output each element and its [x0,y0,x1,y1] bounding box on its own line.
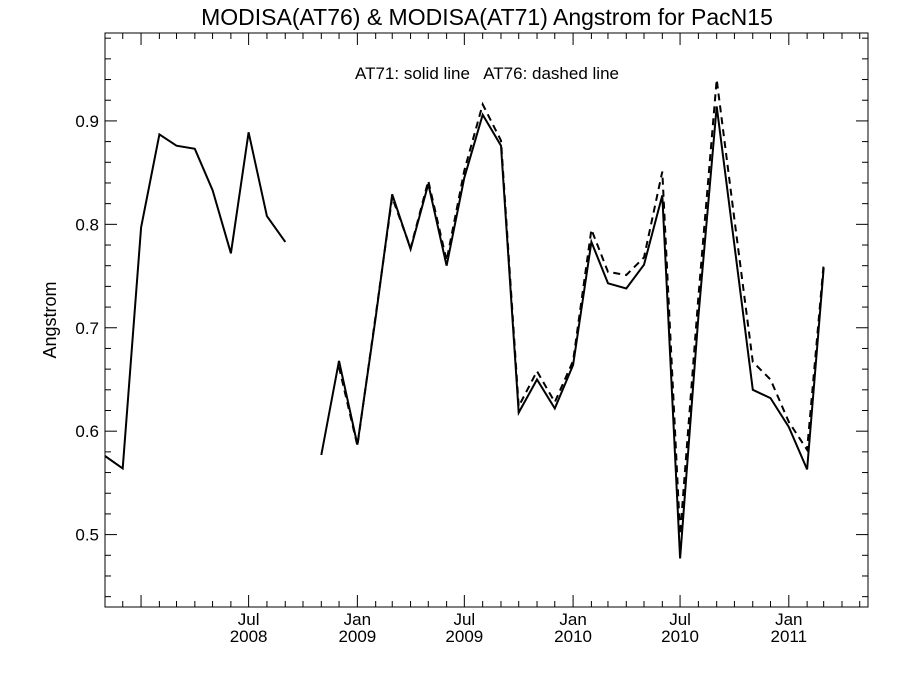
y-axis-title: Angstrom [40,281,60,358]
x-tick-label: 2011 [771,627,808,646]
series-line-at71 [104,106,825,559]
x-tick-label: Jan [559,610,586,629]
y-tick-label: 0.8 [75,215,99,234]
x-tick-label: 2010 [554,627,592,646]
x-tick-label: Jul [453,610,475,629]
x-tick-label: Jan [775,610,802,629]
x-tick-label: Jul [669,610,691,629]
x-tick-label: 2008 [230,627,268,646]
x-tick-label: 2010 [661,627,699,646]
x-tick-label: Jul [238,610,260,629]
y-tick-label: 0.5 [75,526,99,545]
y-tick-label: 0.6 [75,422,99,441]
x-tick-label: Jan [344,610,371,629]
series-line-at76 [338,79,825,535]
legend-annotation: AT71: solid line AT76: dashed line [355,64,619,83]
y-tick-label: 0.9 [75,112,99,131]
x-tick-label: 2009 [445,627,483,646]
plot-frame [104,32,869,608]
y-tick-label: 0.7 [75,319,99,338]
chart-title: MODISA(AT76) & MODISA(AT71) Angstrom for… [201,4,773,30]
x-tick-label: 2009 [338,627,376,646]
axis-ticks: 0.50.60.70.80.9Jul2008Jan2009Jul2009Jan2… [75,33,868,646]
series-group [104,79,825,559]
